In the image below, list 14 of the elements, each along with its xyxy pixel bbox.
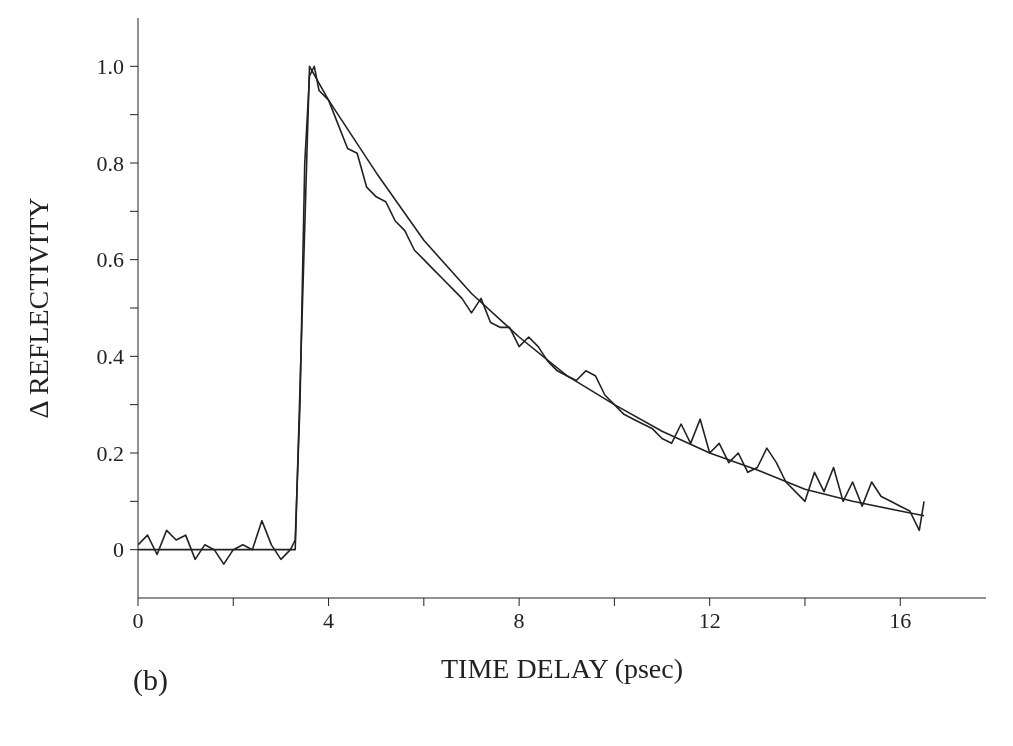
x-tick-label: 0 <box>132 607 144 633</box>
x-tick-label: 16 <box>889 607 912 633</box>
y-axis-title: Δ REFLECTIVITY <box>22 197 54 419</box>
y-tick-label: 0.2 <box>96 440 124 466</box>
x-axis-title: TIME DELAY (psec) <box>440 653 684 684</box>
x-tick-label: 8 <box>513 607 525 633</box>
y-tick-label: 0.4 <box>96 344 124 370</box>
text: (b) <box>133 663 168 697</box>
y-tick-label: 0.6 <box>96 247 124 273</box>
y-tick-label: 0 <box>113 537 124 563</box>
x-tick-label: 4 <box>323 607 335 633</box>
x-tick-label: 12 <box>698 607 721 633</box>
y-tick-label: 0.8 <box>96 150 124 176</box>
y-tick-label: 1.0 <box>96 54 124 80</box>
